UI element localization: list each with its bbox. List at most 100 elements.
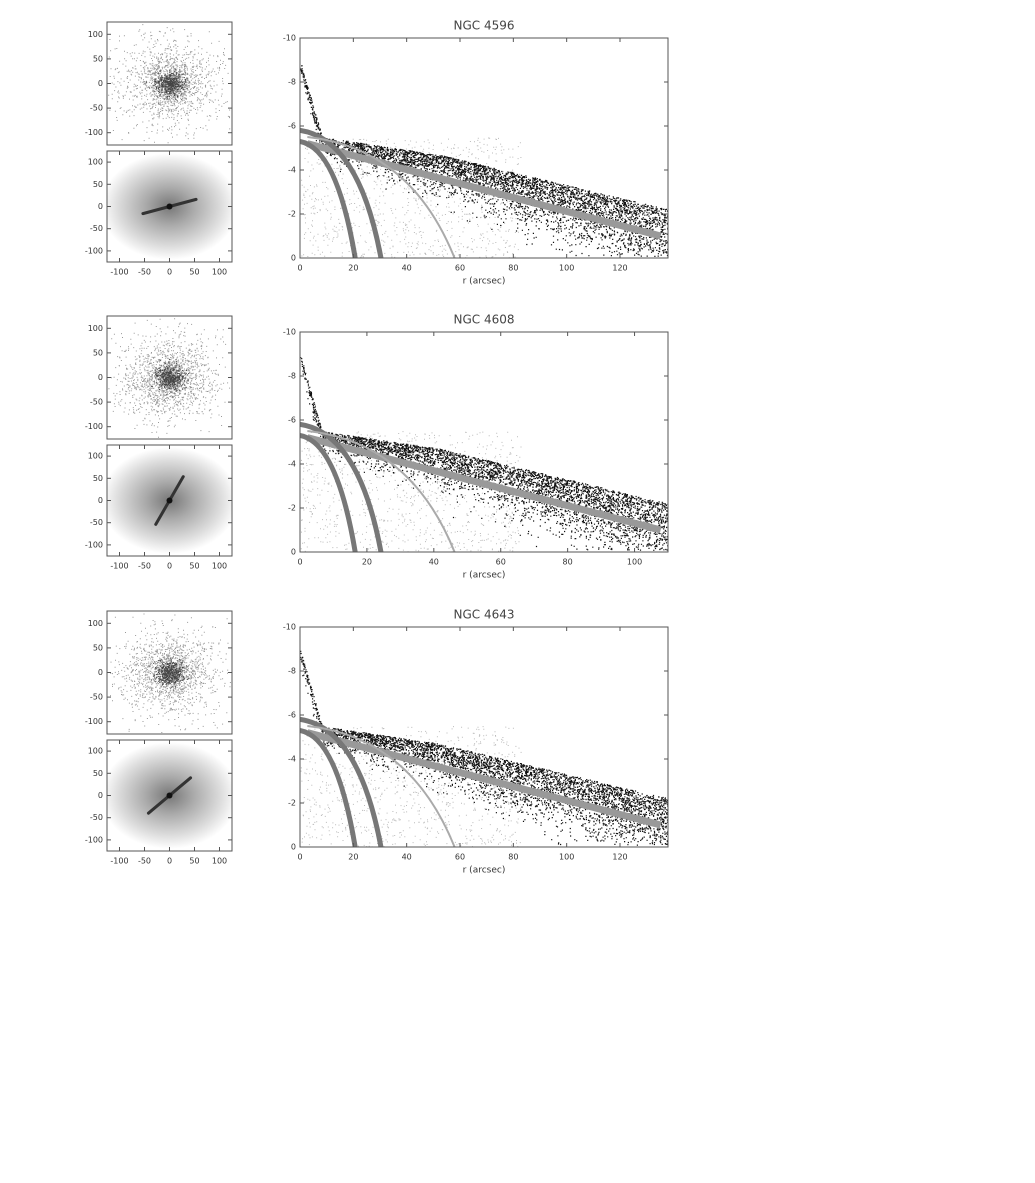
x-tick-label: 80 bbox=[508, 853, 518, 862]
chart-title: NGC 4643 bbox=[453, 608, 514, 622]
y-tick-label: 0 bbox=[98, 202, 103, 211]
y-tick-label: -6 bbox=[288, 122, 296, 131]
scatter-cloud bbox=[300, 357, 668, 551]
model-curve bbox=[307, 430, 456, 552]
y-tick-label: 100 bbox=[88, 30, 103, 39]
y-tick-label: 100 bbox=[88, 324, 103, 333]
x-tick-label: -50 bbox=[138, 857, 151, 866]
model-curve bbox=[300, 138, 358, 258]
x-tick-label: 120 bbox=[612, 264, 627, 273]
galaxy-core bbox=[166, 203, 173, 210]
y-tick-label: 0 bbox=[291, 843, 296, 852]
x-tick-label: 100 bbox=[627, 558, 642, 567]
y-tick-label: 50 bbox=[93, 474, 103, 483]
y-tick-label: -8 bbox=[288, 78, 296, 87]
model-band bbox=[306, 140, 662, 240]
y-tick-label: -6 bbox=[288, 711, 296, 720]
y-tick-label: -2 bbox=[288, 799, 296, 808]
y-tick-label: 50 bbox=[93, 54, 103, 63]
y-tick-label: 100 bbox=[88, 158, 103, 167]
y-tick-label: -50 bbox=[90, 813, 103, 822]
model-band bbox=[306, 434, 662, 534]
scatter-cloud bbox=[146, 65, 195, 105]
x-tick-label: 60 bbox=[455, 853, 465, 862]
y-tick-label: -10 bbox=[283, 328, 296, 337]
plot-frame bbox=[299, 626, 669, 848]
x-tick-label: 100 bbox=[559, 264, 574, 273]
y-tick-label: -100 bbox=[85, 422, 103, 431]
y-tick-label: -2 bbox=[288, 504, 296, 513]
x-tick-label: -100 bbox=[110, 857, 128, 866]
y-tick-label: -100 bbox=[85, 717, 103, 726]
x-tick-label: 40 bbox=[402, 853, 412, 862]
scatter-cloud bbox=[149, 650, 191, 691]
galaxy-core bbox=[166, 497, 173, 504]
model-curve bbox=[300, 727, 358, 847]
scatter-cloud bbox=[147, 359, 192, 398]
x-tick-label: 80 bbox=[508, 264, 518, 273]
model-curve bbox=[300, 421, 384, 552]
y-tick-label: 0 bbox=[98, 373, 103, 382]
x-tick-label: 50 bbox=[189, 268, 199, 277]
x-tick-label: 0 bbox=[297, 558, 302, 567]
y-tick-label: -2 bbox=[288, 210, 296, 219]
plot-area bbox=[300, 357, 668, 552]
plot-area bbox=[108, 24, 231, 144]
y-tick-label: -100 bbox=[85, 540, 103, 549]
y-tick-label: 0 bbox=[98, 496, 103, 505]
y-tick-label: -100 bbox=[85, 128, 103, 137]
plot-area bbox=[107, 447, 232, 554]
x-tick-label: 50 bbox=[189, 562, 199, 571]
model-curve bbox=[300, 716, 384, 847]
plot-frame bbox=[299, 331, 669, 553]
y-tick-label: 0 bbox=[98, 668, 103, 677]
plot-area bbox=[107, 153, 232, 260]
model-band bbox=[306, 729, 662, 829]
x-tick-label: 20 bbox=[362, 558, 372, 567]
plot-area bbox=[300, 650, 668, 847]
chart-title: NGC 4608 bbox=[453, 313, 514, 327]
x-tick-label: -50 bbox=[138, 562, 151, 571]
x-tick-label: 50 bbox=[189, 857, 199, 866]
galaxy-core bbox=[166, 792, 173, 799]
y-tick-label: -10 bbox=[283, 623, 296, 632]
chart-title: NGC 4596 bbox=[453, 19, 514, 33]
y-tick-label: -8 bbox=[288, 667, 296, 676]
y-tick-label: 50 bbox=[93, 769, 103, 778]
x-axis-label: r (arcsec) bbox=[463, 277, 506, 287]
model-curve bbox=[300, 432, 358, 552]
y-tick-label: 50 bbox=[93, 348, 103, 357]
y-tick-label: -4 bbox=[288, 460, 296, 469]
y-tick-label: 0 bbox=[98, 79, 103, 88]
y-tick-label: -8 bbox=[288, 372, 296, 381]
x-axis-label: r (arcsec) bbox=[463, 571, 506, 581]
x-tick-label: 100 bbox=[212, 562, 227, 571]
x-tick-label: 60 bbox=[455, 264, 465, 273]
y-tick-label: -100 bbox=[85, 246, 103, 255]
y-tick-label: -4 bbox=[288, 755, 296, 764]
y-tick-label: -50 bbox=[90, 693, 103, 702]
y-tick-label: 0 bbox=[98, 791, 103, 800]
x-tick-label: 40 bbox=[402, 264, 412, 273]
plot-area bbox=[300, 65, 668, 258]
y-tick-label: 50 bbox=[93, 643, 103, 652]
y-tick-label: -50 bbox=[90, 398, 103, 407]
plot-frame bbox=[299, 37, 669, 259]
x-tick-label: -50 bbox=[138, 268, 151, 277]
x-tick-label: -100 bbox=[110, 268, 128, 277]
x-tick-label: 80 bbox=[563, 558, 573, 567]
x-tick-label: 100 bbox=[212, 268, 227, 277]
plot-area bbox=[108, 318, 231, 438]
model-curve bbox=[307, 725, 456, 847]
y-tick-label: -50 bbox=[90, 104, 103, 113]
x-tick-label: 40 bbox=[429, 558, 439, 567]
x-tick-label: 120 bbox=[612, 853, 627, 862]
x-tick-label: 20 bbox=[348, 853, 358, 862]
y-tick-label: -100 bbox=[85, 835, 103, 844]
x-tick-label: 0 bbox=[167, 857, 172, 866]
y-tick-label: 100 bbox=[88, 452, 103, 461]
x-tick-label: 0 bbox=[167, 562, 172, 571]
x-tick-label: 20 bbox=[348, 264, 358, 273]
y-tick-label: -6 bbox=[288, 416, 296, 425]
